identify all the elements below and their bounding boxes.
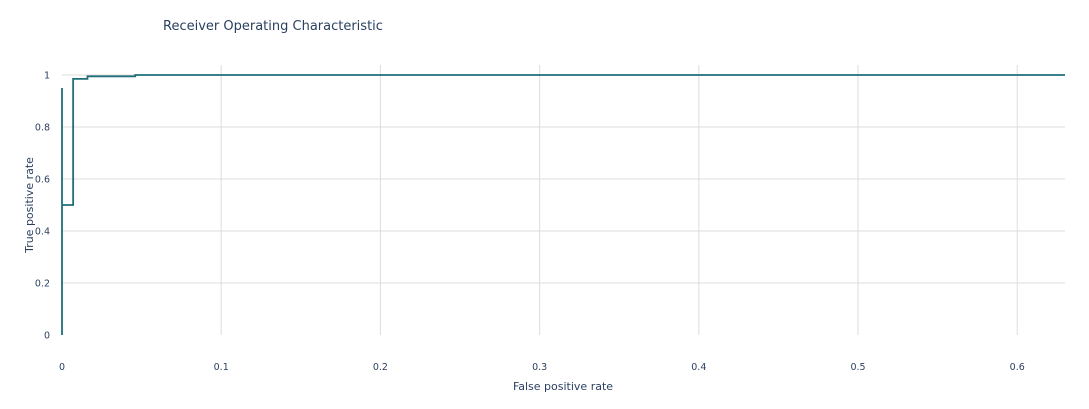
y-tick-label: 0.8 [35, 123, 50, 134]
y-tick-label: 0 [44, 331, 50, 342]
x-tick-label: 0.3 [532, 362, 547, 373]
y-tick-labels: 0 0.2 0.4 0.6 0.8 1 [35, 71, 50, 342]
x-tick-label: 0.4 [691, 362, 706, 373]
y-tick-label: 1 [44, 71, 50, 82]
chart-title: Receiver Operating Characteristic [163, 19, 383, 34]
y-axis-title: True positive rate [23, 157, 36, 254]
x-tick-label: 0 [59, 362, 65, 373]
x-axis-title: False positive rate [513, 380, 613, 393]
y-tick-label: 0.4 [35, 227, 50, 238]
x-tick-label: 0.1 [214, 362, 229, 373]
x-tick-labels: 0 0.1 0.2 0.3 0.4 0.5 0.6 [59, 362, 1025, 373]
x-tick-label: 0.5 [850, 362, 865, 373]
grid-lines [62, 65, 1065, 335]
x-tick-label: 0.6 [1010, 362, 1025, 373]
y-tick-label: 0.2 [35, 279, 50, 290]
roc-curve-line [61, 74, 1065, 335]
x-tick-label: 0.2 [373, 362, 388, 373]
y-tick-label: 0.6 [35, 175, 50, 186]
series-layer [61, 74, 1065, 335]
